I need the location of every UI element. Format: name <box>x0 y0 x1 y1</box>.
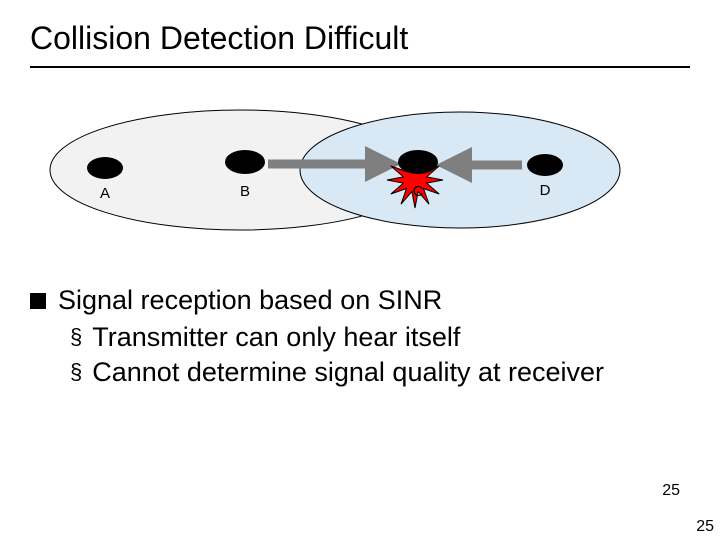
slide-title: Collision Detection Difficult <box>30 20 408 57</box>
bullet-sub-1: § Transmitter can only hear itself <box>70 322 690 353</box>
collision-diagram: A B C D <box>0 90 720 260</box>
page-number-inner: 25 <box>662 482 680 500</box>
svg-text:C: C <box>413 183 424 200</box>
bullet-main: Signal reception based on SINR <box>30 285 690 316</box>
section-icon: § <box>70 359 82 385</box>
svg-text:A: A <box>100 185 110 202</box>
page-number-corner: 25 <box>696 518 714 536</box>
bullet-sub-1-text: Transmitter can only hear itself <box>92 322 460 353</box>
section-icon: § <box>70 324 82 350</box>
bullet-main-text: Signal reception based on SINR <box>58 285 442 316</box>
bullet-square-icon <box>30 293 46 309</box>
title-rule <box>30 66 690 68</box>
svg-text:B: B <box>240 183 250 200</box>
bullet-sub-2: § Cannot determine signal quality at rec… <box>70 357 690 388</box>
svg-text:D: D <box>540 182 551 199</box>
bullet-list: Signal reception based on SINR § Transmi… <box>30 285 690 392</box>
bullet-sub-2-text: Cannot determine signal quality at recei… <box>92 357 604 388</box>
